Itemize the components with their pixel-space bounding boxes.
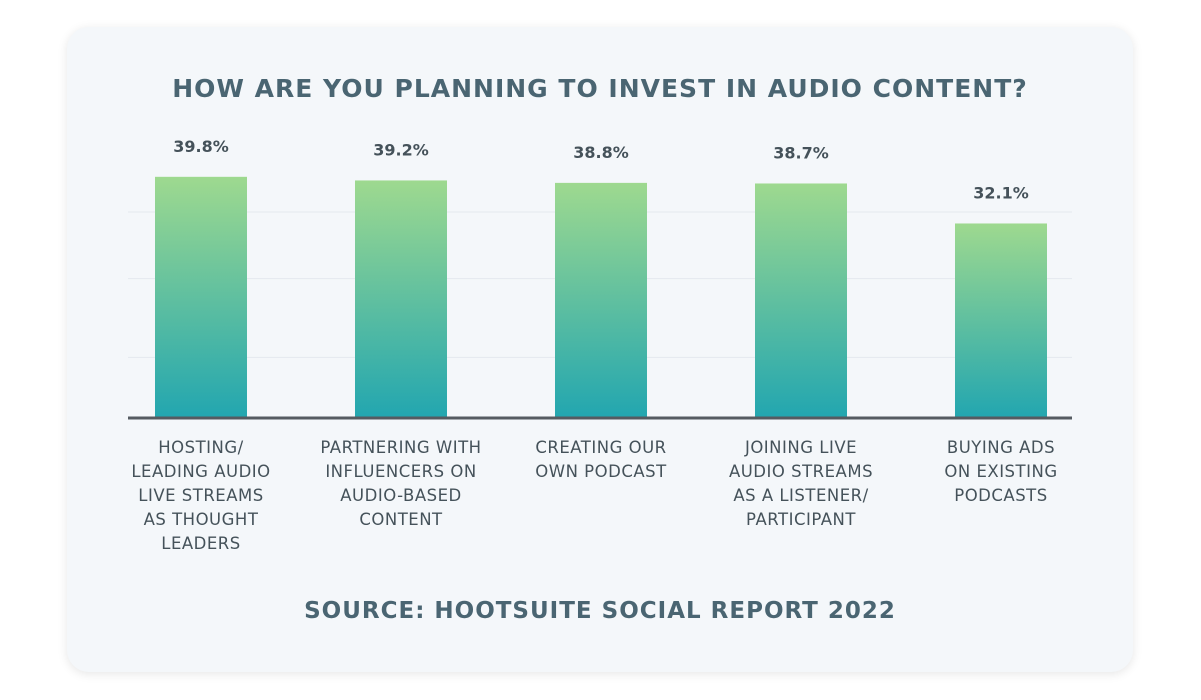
category-label-line: INFLUENCERS ON	[325, 462, 477, 481]
bar	[955, 223, 1047, 418]
category-label-line: AUDIO STREAMS	[728, 462, 874, 481]
source-note: SOURCE: HOOTSUITE SOCIAL REPORT 2022	[304, 598, 896, 624]
category-label-line: AS THOUGHT	[143, 510, 259, 529]
category-label-line: HOSTING/	[158, 438, 244, 457]
chart-title: HOW ARE YOU PLANNING TO INVEST IN AUDIO …	[172, 74, 1028, 103]
category-label-line: PODCASTS	[954, 486, 1048, 505]
category-label-line: AUDIO-BASED	[340, 486, 462, 505]
category-label: JOINING LIVE AUDIO STREAMS AS A LISTENER/P…	[716, 436, 886, 532]
category-label-line: BUYING ADS	[946, 438, 1056, 457]
category-label-line: LEADERS	[161, 534, 241, 553]
value-label: 32.1%	[973, 183, 1029, 202]
bar	[755, 183, 847, 418]
category-label-line: JOINING LIVE	[744, 438, 858, 457]
category-label-line: ON EXISTING	[944, 462, 1058, 481]
category-label-line: OWN PODCAST	[535, 462, 667, 481]
category-label-line: LEADING AUDIO	[131, 462, 271, 481]
value-labels: 39.8% 39.2% 38.8% 38.7% 32.1%	[173, 137, 1029, 203]
category-label-line: CONTENT	[359, 510, 443, 529]
value-label: 39.8%	[173, 137, 229, 156]
category-label-line: LIVE STREAMS	[138, 486, 264, 505]
category-label-line: PARTICIPANT	[746, 510, 856, 529]
category-label: HOSTING/LEADING AUDIO LIVE STREAMS AS THOU…	[116, 436, 286, 556]
bar	[155, 176, 247, 418]
category-label: CREATING OUR OWN PODCAST	[516, 436, 686, 484]
category-label-line: CREATING OUR	[535, 438, 667, 457]
value-label: 39.2%	[373, 140, 429, 159]
category-label: BUYING ADS ON EXISTING PODCASTS	[916, 436, 1086, 508]
category-label-line: AS A LISTENER/	[733, 486, 869, 505]
bar	[555, 182, 647, 418]
category-label-line: PARTNERING WITH	[320, 438, 482, 457]
category-label: PARTNERING WITH INFLUENCERS ON AUDIO-BASED…	[316, 436, 486, 532]
bar	[355, 180, 447, 418]
value-label: 38.8%	[573, 143, 629, 162]
value-label: 38.7%	[773, 143, 829, 162]
bars	[155, 176, 1047, 418]
